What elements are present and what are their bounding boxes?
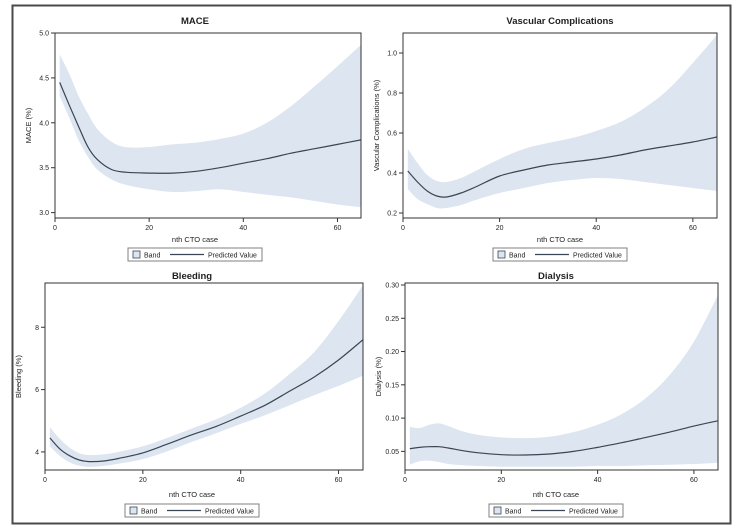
panel-vascular: 0.2 0.4 0.6 0.8 1.0 0 20 40 60 Vascular Complicat…	[372, 16, 718, 262]
x-tick-label: 20	[139, 477, 147, 484]
y-tick-label: 0.30	[385, 282, 399, 289]
legend-band-label: Band	[141, 509, 157, 516]
y-axis-label: Vascular Complications (%)	[372, 79, 381, 171]
x-tick-label: 20	[145, 225, 153, 232]
panel-mace: 3.0 3.5 4.0 4.5 5.0 0 20 40 60 MACE nth CTO case MA…	[24, 16, 362, 262]
y-axis-label: MACE (%)	[24, 107, 33, 143]
legend: Band Predicted Value	[124, 503, 260, 518]
y-tick-label: 0.2	[387, 211, 397, 218]
y-tick-label: 0.05	[385, 449, 399, 456]
predicted-line	[59, 82, 361, 174]
x-tick-label: 60	[334, 225, 342, 232]
y-tick-label: 0.10	[385, 416, 399, 423]
legend-line-label: Predicted Value	[573, 253, 622, 260]
legend-line-label: Predicted Value	[208, 253, 257, 260]
y-tick-label: 0.20	[385, 349, 399, 356]
legend-band-label: Band	[144, 253, 160, 260]
legend-line-label: Predicted Value	[205, 509, 254, 516]
confidence-band	[409, 295, 718, 467]
legend: Band Predicted Value	[492, 247, 628, 262]
x-tick-label: 0	[403, 477, 407, 484]
x-tick-label: 40	[237, 477, 245, 484]
chart-title: Dialysis	[538, 271, 574, 282]
legend-line-label: Predicted Value	[569, 509, 618, 516]
predicted-line	[409, 420, 718, 456]
y-tick-label: 4	[35, 449, 39, 456]
x-tick-label: 40	[239, 225, 247, 232]
legend: Band Predicted Value	[488, 503, 624, 518]
legend-band-label: Band	[505, 509, 521, 516]
x-tick-label: 0	[43, 477, 47, 484]
x-axis-label: nth CTO case	[537, 235, 583, 244]
chart-title: Bleeding	[172, 271, 212, 282]
predicted-line	[407, 136, 717, 198]
chart-title: MACE	[181, 16, 209, 27]
legend-band-swatch	[493, 506, 502, 515]
x-axis-label: nth CTO case	[172, 235, 218, 244]
predicted-line	[49, 339, 363, 463]
y-tick-label: 8	[35, 325, 39, 332]
y-tick-label: 3.0	[39, 210, 49, 217]
x-tick-label: 60	[335, 477, 343, 484]
y-tick-label: 0.6	[387, 131, 397, 138]
panel-bleeding: 4 6 8 0 20 40 60 Bleeding nth CTO case Bleeding (…	[14, 271, 364, 518]
plot-area	[54, 32, 362, 219]
y-tick-label: 4.5	[39, 75, 49, 82]
y-tick-label: 0.15	[385, 382, 399, 389]
panel-dialysis: 0.05 0.10 0.15 0.20 0.25 0.30 0 20 40 60 Dialysis n…	[374, 271, 719, 518]
x-tick-label: 20	[497, 477, 505, 484]
y-tick-label: 5.0	[39, 31, 49, 38]
legend: Band Predicted Value	[127, 247, 263, 262]
legend-band-label: Band	[509, 253, 525, 260]
x-tick-label: 60	[690, 477, 698, 484]
x-tick-label: 20	[496, 225, 504, 232]
legend-band-swatch	[497, 250, 506, 259]
y-tick-label: 0.4	[387, 171, 397, 178]
x-tick-label: 0	[401, 225, 405, 232]
y-tick-label: 6	[35, 387, 39, 394]
y-axis-label: Dialysis (%)	[374, 356, 383, 396]
confidence-band	[49, 285, 363, 467]
y-tick-label: 1.0	[387, 51, 397, 58]
x-tick-label: 60	[689, 225, 697, 232]
y-tick-label: 4.0	[39, 120, 49, 127]
figure-border	[11, 4, 732, 525]
plot-area	[44, 282, 364, 471]
y-tick-label: 3.5	[39, 165, 49, 172]
plot-area	[404, 282, 719, 471]
legend-band-swatch	[132, 250, 141, 259]
plot-area	[402, 32, 718, 219]
legend-band-swatch	[129, 506, 138, 515]
y-tick-label: 0.8	[387, 91, 397, 98]
x-tick-label: 40	[592, 225, 600, 232]
x-axis-label: nth CTO case	[533, 490, 579, 499]
x-axis-label: nth CTO case	[169, 490, 215, 499]
confidence-band	[407, 35, 717, 209]
y-axis-label: Bleeding (%)	[14, 355, 23, 398]
x-tick-label: 40	[594, 477, 602, 484]
x-tick-label: 0	[53, 225, 57, 232]
confidence-band	[59, 44, 361, 208]
y-tick-label: 0.25	[385, 316, 399, 323]
chart-title: Vascular Complications	[506, 16, 613, 27]
